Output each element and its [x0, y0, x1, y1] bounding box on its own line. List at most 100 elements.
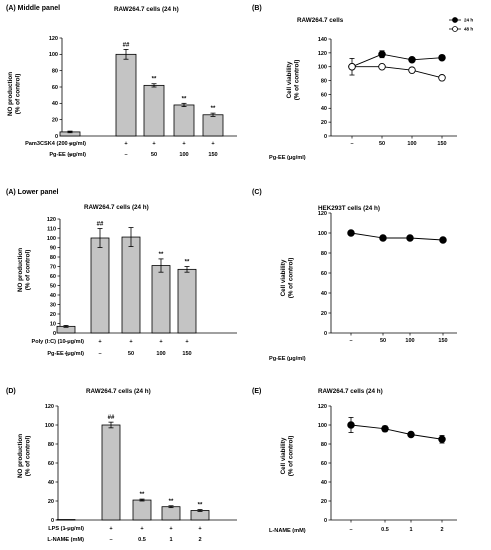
- legend-marker: [452, 17, 458, 23]
- treatment-value: +: [98, 339, 102, 345]
- y-axis-label-line: (% of control): [294, 60, 301, 101]
- y-tick-label: 40: [52, 101, 58, 107]
- y-tick-label: 80: [48, 442, 54, 448]
- treatment-value: +: [159, 339, 163, 345]
- y-tick-label: 140: [318, 37, 327, 43]
- y-tick-label: 60: [321, 92, 327, 98]
- treatment-row-label: LPS (1 μg/ml): [48, 526, 84, 532]
- y-tick-label: 0: [55, 134, 58, 140]
- y-tick-label: 60: [50, 274, 56, 280]
- treatment-value: –: [109, 537, 112, 543]
- series-line: [350, 424, 443, 440]
- treatment-value: –: [68, 141, 71, 147]
- y-tick-label: 20: [52, 118, 58, 124]
- y-tick-label: 80: [321, 78, 327, 84]
- y-tick-label: 40: [321, 106, 327, 112]
- y-tick-label: 120: [318, 211, 327, 217]
- treatment-value: –: [124, 152, 127, 158]
- y-tick-label: 100: [318, 65, 327, 71]
- x-tick-label: 50: [380, 338, 386, 344]
- treatment-value: +: [182, 141, 186, 147]
- significance-mark: ##: [123, 42, 130, 48]
- bar: [177, 268, 197, 334]
- bar: [173, 104, 195, 137]
- treatment-value: 0.5: [138, 537, 146, 543]
- treatment-value: –: [98, 351, 101, 357]
- y-axis-label: Cell viability(% of control): [280, 436, 295, 477]
- y-tick-label: 0: [53, 331, 56, 337]
- x-tick-label: 1: [409, 527, 412, 533]
- treatment-row-label: Pg-EE (μg/ml): [49, 152, 86, 158]
- treatment-value: –: [64, 339, 67, 345]
- treatment-value: +: [109, 526, 113, 532]
- x-tick-label: 100: [407, 141, 416, 147]
- y-tick-label: 30: [50, 302, 56, 308]
- series-line: [351, 53, 443, 68]
- data-point: [378, 62, 386, 71]
- bar: [161, 506, 181, 521]
- chart-svg-c: (C) HEK293T cells (24 h) Cell viability(% …: [252, 189, 457, 362]
- bar: [101, 424, 121, 521]
- treatment-value: –: [64, 351, 67, 357]
- y-tick-label: 60: [48, 461, 54, 467]
- y-tick-label: 100: [47, 236, 56, 242]
- significance-mark: **: [198, 503, 203, 509]
- significance-mark: **: [211, 106, 216, 112]
- data-point: [379, 234, 387, 242]
- y-tick-label: 60: [321, 271, 327, 277]
- bar: [121, 236, 141, 334]
- y-tick-label: 70: [50, 264, 56, 270]
- y-tick-label: 100: [318, 231, 327, 237]
- significance-mark: **: [169, 499, 174, 505]
- treatment-value: 1: [169, 537, 172, 543]
- data-point: [407, 430, 415, 439]
- x-tick-label: 2: [440, 527, 443, 533]
- data-point: [439, 236, 447, 244]
- treatment-value: –: [64, 526, 67, 532]
- y-tick-label: 40: [321, 291, 327, 297]
- significance-mark: ##: [108, 415, 115, 421]
- treatment-value: +: [124, 141, 128, 147]
- x-axis-label: Pg-EE (μg/ml): [269, 155, 306, 161]
- y-axis-label-line: Cell viability: [286, 61, 293, 98]
- bar: [151, 265, 171, 334]
- bar: [132, 499, 152, 521]
- y-tick-label: 0: [324, 134, 327, 140]
- panel-d: (D) RAW264.7 cells (24 h) NO production(% …: [0, 380, 245, 550]
- chart-svg-b: (B) RAW264.7 cells Cell viability(% of con…: [252, 5, 473, 161]
- y-tick-label: 20: [321, 499, 327, 505]
- y-tick-label: 120: [47, 217, 56, 223]
- treatment-row-label: Poly (I:C) (10 μg/ml): [31, 339, 84, 345]
- y-tick-label: 100: [45, 423, 54, 429]
- chart-svg-d: (D) RAW264.7 cells (24 h) NO production(% …: [6, 388, 237, 543]
- x-axis-label: Pg-EE (μg/ml): [269, 356, 306, 362]
- panel-label: (B): [252, 5, 262, 12]
- panel-label: (A) Middle panel: [6, 5, 60, 12]
- treatment-value: –: [64, 537, 67, 543]
- data-point: [347, 421, 355, 429]
- y-axis-label: NO production(% of control): [17, 248, 32, 292]
- treatment-row-label: Pam3CSK4 (200 μg/ml): [25, 141, 86, 147]
- y-tick-label: 20: [48, 499, 54, 505]
- y-axis-label-line: (% of control): [25, 436, 32, 477]
- y-axis-label-line: (% of control): [15, 74, 22, 115]
- treatment-value: +: [129, 339, 133, 345]
- panel-b: (B) RAW264.7 cells Cell viability(% of con…: [245, 0, 491, 180]
- treatment-value: 50: [128, 351, 134, 357]
- panel-label: (A) Lower panel: [6, 189, 59, 196]
- y-tick-label: 0: [324, 331, 327, 337]
- treatment-value: +: [152, 141, 156, 147]
- series-line: [350, 232, 444, 241]
- y-tick-label: 100: [318, 423, 327, 429]
- x-tick-label: –: [350, 141, 353, 147]
- y-tick-label: 80: [50, 255, 56, 261]
- panel-label: (D): [6, 388, 16, 395]
- significance-mark: ##: [97, 222, 104, 228]
- x-tick-label: 0.5: [381, 527, 389, 533]
- data-point: [438, 53, 446, 62]
- y-axis-label-line: Cell viability: [280, 259, 287, 296]
- legend-label: 48 h: [464, 27, 473, 32]
- legend-marker: [452, 26, 458, 32]
- x-tick-label: 150: [438, 338, 447, 344]
